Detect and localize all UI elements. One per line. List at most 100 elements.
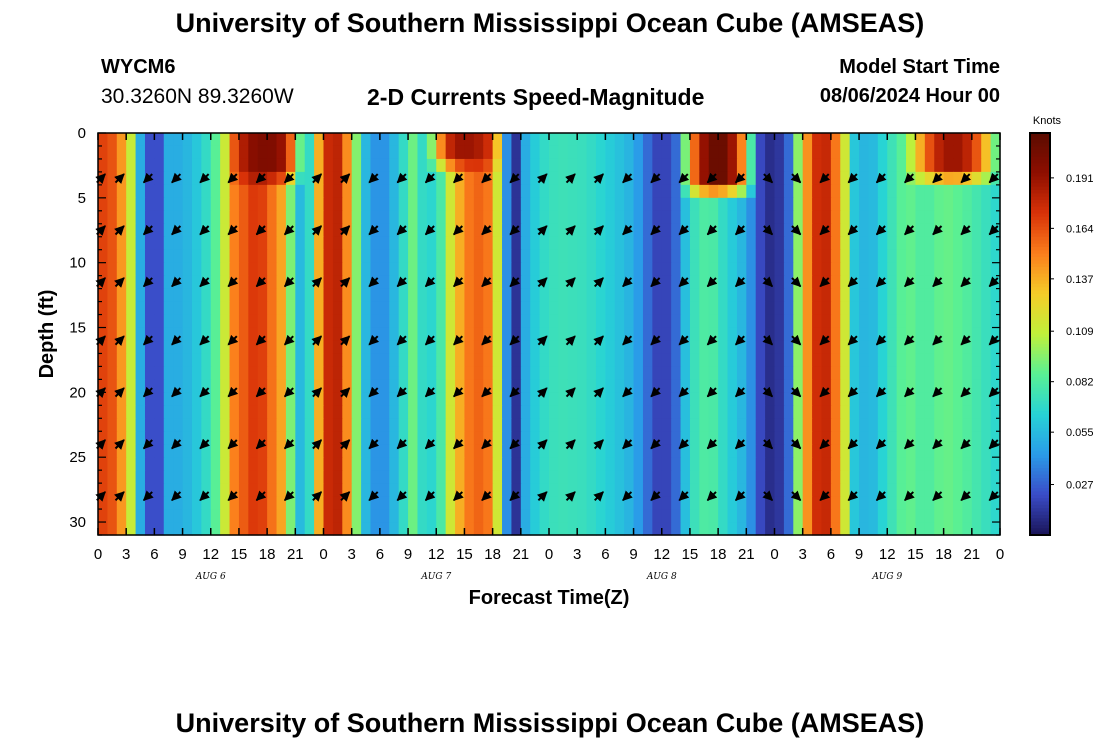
heatmap-cell xyxy=(163,314,174,329)
heatmap-cell xyxy=(163,171,174,186)
heatmap-cell xyxy=(210,158,221,173)
heatmap-cell xyxy=(502,301,513,316)
heatmap-cell xyxy=(840,340,851,355)
heatmap-cell xyxy=(671,431,682,445)
heatmap-cell xyxy=(708,158,719,173)
heatmap-cell xyxy=(802,509,813,523)
heatmap-cell xyxy=(285,379,296,393)
heatmap-cell xyxy=(699,366,710,380)
heatmap-cell xyxy=(361,379,372,393)
heatmap-cell xyxy=(201,483,212,497)
heatmap-cell xyxy=(154,405,165,419)
heatmap-cell xyxy=(530,457,541,471)
heatmap-cell xyxy=(633,314,644,329)
heatmap-cell xyxy=(351,509,362,523)
x-tick-label: 12 xyxy=(879,546,896,563)
heatmap-cell xyxy=(126,366,137,380)
heatmap-cell xyxy=(502,171,513,186)
heatmap-cell xyxy=(783,197,794,212)
heatmap-cell xyxy=(746,522,757,536)
heatmap-cell xyxy=(436,210,447,225)
heatmap-cell xyxy=(727,405,738,419)
heatmap-cell xyxy=(887,496,898,510)
heatmap-cell xyxy=(408,262,419,277)
heatmap-cell xyxy=(614,288,625,303)
heatmap-cell xyxy=(173,392,184,406)
colorbar-segment xyxy=(1030,133,1050,137)
heatmap-cell xyxy=(877,288,888,303)
heatmap-cell xyxy=(116,314,127,329)
heatmap-cell xyxy=(492,457,503,471)
heatmap-cell xyxy=(708,133,719,147)
x-tick-label: 3 xyxy=(799,546,807,563)
heatmap-cell xyxy=(229,262,240,277)
heatmap-cell xyxy=(107,379,118,393)
heatmap-cell xyxy=(699,444,710,458)
heatmap-cell xyxy=(379,262,390,277)
heatmap-cell xyxy=(652,457,663,471)
heatmap-cell xyxy=(520,171,531,186)
heatmap-cell xyxy=(135,288,146,303)
heatmap-cell xyxy=(257,366,268,380)
heatmap-cell xyxy=(323,327,334,342)
heatmap-cell xyxy=(220,288,231,303)
heatmap-cell xyxy=(605,392,616,406)
heatmap-cell xyxy=(483,509,494,523)
heatmap-cell xyxy=(398,418,409,432)
heatmap-cell xyxy=(812,145,823,160)
heatmap-cell xyxy=(276,223,287,238)
heatmap-cell xyxy=(163,262,174,277)
heatmap-cell xyxy=(342,522,353,536)
heatmap-cell xyxy=(126,444,137,458)
heatmap-cell xyxy=(304,288,315,303)
heatmap-cell xyxy=(934,483,945,497)
heatmap-cell xyxy=(473,223,484,238)
heatmap-cell xyxy=(586,262,597,277)
heatmap-cell xyxy=(417,327,428,342)
heatmap-cell xyxy=(971,171,982,186)
heatmap-cell xyxy=(896,509,907,523)
heatmap-cell xyxy=(765,470,776,484)
heatmap-cell xyxy=(943,327,954,342)
heatmap-cell xyxy=(492,184,503,199)
heatmap-cell xyxy=(614,340,625,355)
heatmap-cell xyxy=(473,145,484,160)
current-arrow xyxy=(227,224,239,236)
heatmap-cell xyxy=(990,418,1001,432)
heatmap-cell xyxy=(135,457,146,471)
heatmap-cell xyxy=(577,133,588,147)
heatmap-cell xyxy=(285,366,296,380)
heatmap-cell xyxy=(173,133,184,147)
heatmap-cell xyxy=(248,340,259,355)
heatmap-cell xyxy=(755,275,766,290)
current-arrow xyxy=(114,335,125,347)
heatmap-cell xyxy=(755,509,766,523)
heatmap-cell xyxy=(314,327,325,342)
heatmap-cell xyxy=(934,133,945,147)
heatmap-cell xyxy=(830,457,841,471)
heatmap-cell xyxy=(539,418,550,432)
current-arrow xyxy=(932,276,943,288)
heatmap-cell xyxy=(849,236,860,251)
heatmap-cell xyxy=(652,184,663,199)
heatmap-cell xyxy=(802,171,813,186)
heatmap-cell xyxy=(351,405,362,419)
current-arrow xyxy=(932,386,943,398)
heatmap-cell xyxy=(210,340,221,355)
heatmap-cell xyxy=(314,210,325,225)
colorbar-segment xyxy=(1030,350,1050,355)
heatmap-cell xyxy=(191,301,202,316)
heatmap-cell xyxy=(793,470,804,484)
heatmap-cell xyxy=(793,457,804,471)
heatmap-cell xyxy=(868,314,879,329)
heatmap-cell xyxy=(191,171,202,186)
heatmap-cell xyxy=(502,314,513,329)
heatmap-cell xyxy=(389,457,400,471)
heatmap-cell xyxy=(163,366,174,380)
heatmap-cell xyxy=(361,327,372,342)
heatmap-cell xyxy=(577,210,588,225)
heatmap-cell xyxy=(680,288,691,303)
colorbar-segment xyxy=(1030,364,1050,369)
heatmap-cell xyxy=(135,301,146,316)
heatmap-cell xyxy=(182,133,193,147)
